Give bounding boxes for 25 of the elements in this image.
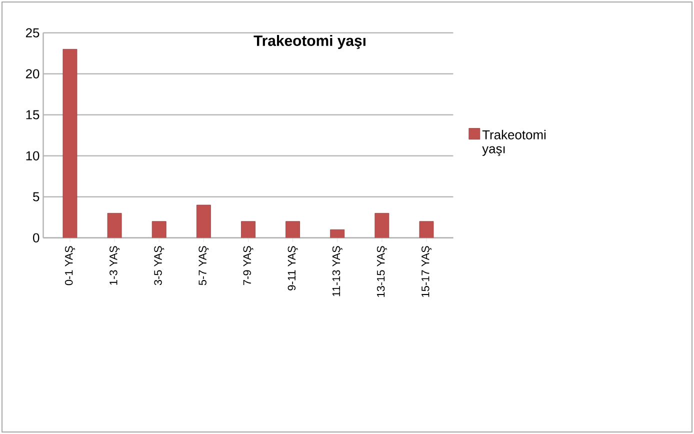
y-tick-label: 25 <box>26 28 40 38</box>
legend-label: Trakeotomi yaşı <box>482 130 546 156</box>
y-tick-label: 10 <box>26 151 40 160</box>
x-tick-label: 3-5 YAŞ <box>154 246 164 286</box>
bar <box>196 204 211 238</box>
x-tick-label: 5-7 YAŞ <box>198 246 209 286</box>
bar <box>374 212 390 238</box>
x-tick-label: 11-13 YAŞ <box>332 246 342 296</box>
chart-title: Trakeotomi yaşı <box>254 35 366 49</box>
x-tick-label: 15-17 YAŞ <box>422 246 432 297</box>
bar <box>62 48 78 238</box>
bar <box>241 221 256 238</box>
x-tick-label: 9-11 YAŞ <box>288 246 298 290</box>
y-tick-label: 20 <box>26 69 40 78</box>
y-tick-label: 15 <box>26 110 40 120</box>
x-tick-label: 0-1 YAŞ <box>65 246 75 286</box>
bar <box>152 221 166 238</box>
bar <box>107 212 122 238</box>
bar <box>419 221 434 238</box>
x-tick-label: 7-9 YAŞ <box>243 246 254 286</box>
x-tick-label: 1-3 YAŞ <box>110 246 120 285</box>
bar <box>286 221 300 238</box>
y-tick-label: 0 <box>33 233 40 242</box>
y-tick-label: 5 <box>33 192 40 202</box>
x-tick-label: 13-15 YAŞ <box>376 246 387 297</box>
